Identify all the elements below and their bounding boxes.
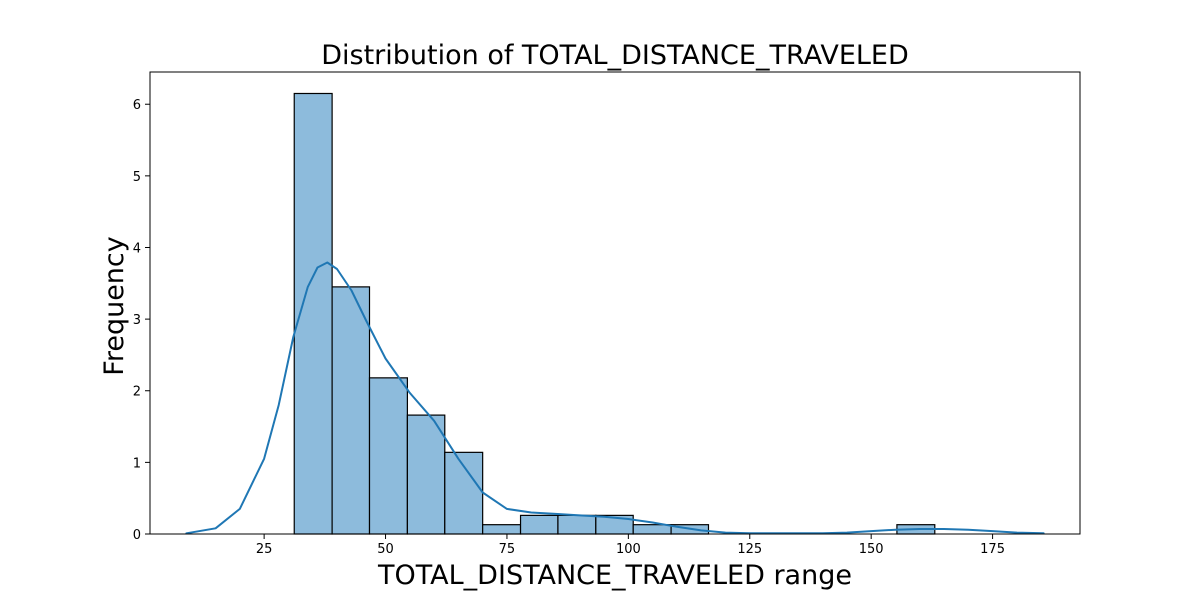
- x-tick-label: 125: [737, 542, 762, 557]
- x-tick-label: 175: [980, 542, 1005, 557]
- x-tick-label: 25: [256, 542, 273, 557]
- plot-frame: [149, 71, 1081, 535]
- y-tick-label: 0: [133, 528, 141, 543]
- x-axis-ticks: 25 50 75 100 125 150 175: [256, 534, 1005, 557]
- y-axis-label: Frequency: [99, 236, 130, 376]
- y-tick-label: 5: [133, 170, 141, 185]
- histogram-bar-5: [482, 524, 522, 535]
- bars-layer: [293, 92, 936, 535]
- y-tick-label: 4: [133, 241, 141, 256]
- x-tick-label: 150: [859, 542, 884, 557]
- chart-title: Distribution of TOTAL_DISTANCE_TRAVELED: [321, 40, 909, 71]
- x-axis-label: TOTAL_DISTANCE_TRAVELED range: [377, 560, 852, 591]
- kde-curve: [185, 261, 1045, 535]
- x-tick-label: 100: [616, 542, 641, 557]
- histogram-bar-6: [519, 514, 559, 535]
- y-tick-label: 6: [133, 98, 141, 113]
- histogram-bar-7: [557, 514, 597, 535]
- x-tick-label: 75: [499, 542, 516, 557]
- y-tick-label: 1: [133, 456, 141, 471]
- histogram-bar-3: [406, 414, 446, 535]
- histogram-bar-9: [632, 524, 672, 535]
- y-tick-label: 3: [133, 313, 141, 328]
- y-tick-label: 2: [133, 385, 141, 400]
- histogram-bar-1: [331, 286, 371, 535]
- kde-layer: [185, 261, 1045, 535]
- y-axis-ticks: 0 1 2 3 4 5 6: [133, 98, 150, 543]
- histogram-bar-2: [368, 377, 408, 535]
- x-tick-label: 50: [377, 542, 394, 557]
